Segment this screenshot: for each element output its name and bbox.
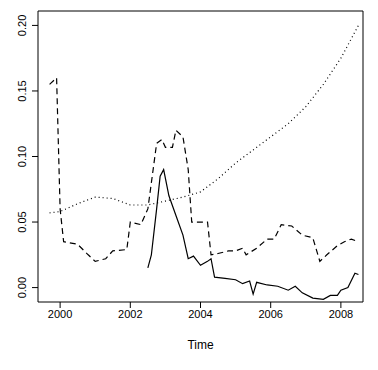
svg-text:2006: 2006 [258, 308, 282, 320]
svg-text:2004: 2004 [188, 308, 212, 320]
svg-text:0.20: 0.20 [16, 15, 28, 36]
svg-text:0.15: 0.15 [16, 80, 28, 101]
svg-text:0.10: 0.10 [16, 146, 28, 167]
svg-text:0.05: 0.05 [16, 211, 28, 232]
svg-text:Time: Time [187, 338, 214, 352]
svg-text:0.00: 0.00 [16, 277, 28, 298]
svg-text:2002: 2002 [118, 308, 142, 320]
svg-text:2008: 2008 [329, 308, 353, 320]
svg-text:2000: 2000 [48, 308, 72, 320]
